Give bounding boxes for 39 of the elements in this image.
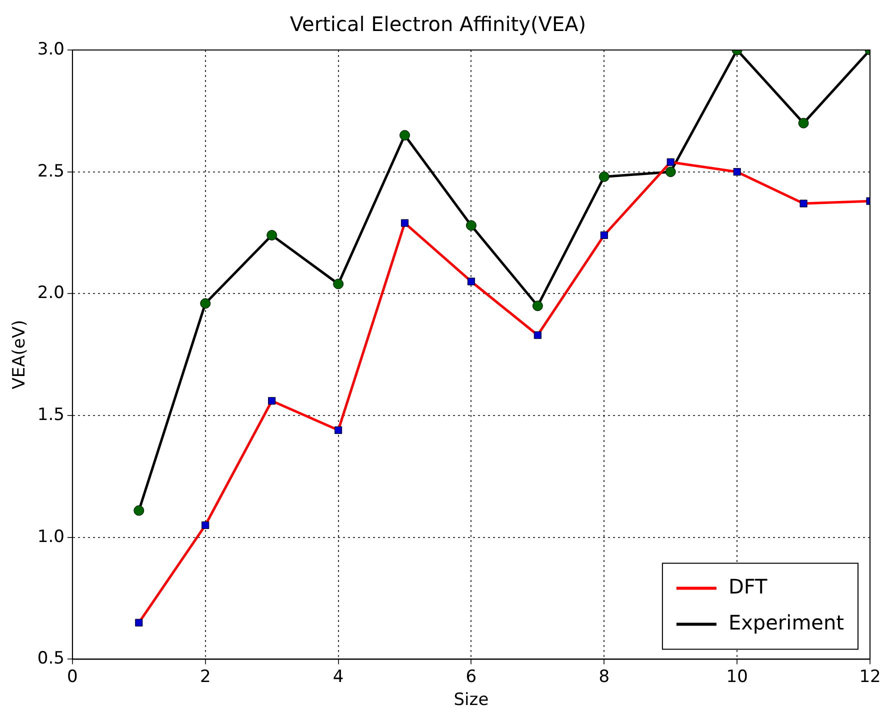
point	[400, 130, 410, 141]
x-tick-label: 12	[859, 666, 881, 687]
x-tick-label: 2	[200, 666, 211, 687]
point	[466, 220, 476, 231]
y-tick-label: 1.0	[37, 526, 64, 547]
point	[800, 200, 808, 208]
y-tick-label: 2.5	[37, 161, 64, 182]
point	[600, 231, 608, 239]
x-tick-label: 10	[726, 666, 748, 687]
point	[798, 118, 809, 128]
point	[665, 166, 676, 178]
point	[200, 298, 211, 309]
point	[467, 278, 476, 286]
legend-label: DFT	[728, 574, 768, 598]
y-tick-label: 3.0	[37, 39, 64, 60]
point	[733, 168, 741, 176]
point	[534, 331, 542, 339]
point	[268, 397, 276, 405]
x-tick-label: 4	[332, 666, 344, 687]
point	[666, 158, 674, 166]
legend-label: Experiment	[728, 610, 844, 634]
point	[266, 230, 278, 240]
y-tick-label: 2.0	[37, 283, 64, 304]
y-axis-title: VEA(eV)	[10, 320, 30, 390]
y-tick-label: 0.5	[37, 648, 64, 669]
point	[598, 171, 610, 182]
y-tick-label: 1.5	[37, 404, 64, 425]
point	[334, 426, 342, 434]
x-tick-label: 6	[466, 666, 477, 687]
point	[134, 505, 144, 516]
point	[400, 219, 409, 227]
point	[532, 300, 543, 312]
x-tick-label: 0	[67, 666, 78, 687]
chart-title: Vertical Electron Affinity(VEA)	[290, 12, 586, 36]
point	[202, 521, 210, 529]
x-axis-title: Size	[454, 690, 489, 710]
point	[333, 278, 344, 290]
point	[135, 618, 143, 626]
x-tick-label: 8	[598, 666, 610, 687]
